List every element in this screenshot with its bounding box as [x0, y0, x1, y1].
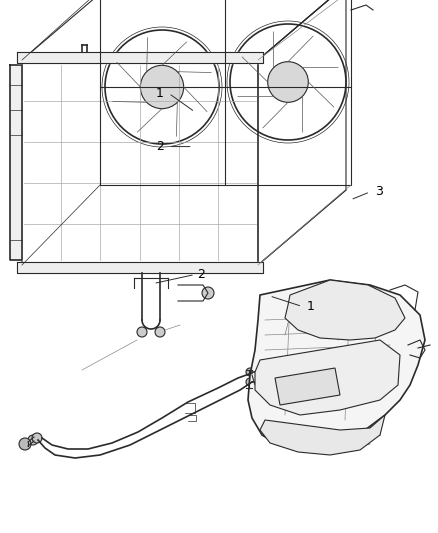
Text: 3: 3: [375, 185, 383, 198]
Circle shape: [28, 435, 38, 445]
Circle shape: [19, 438, 31, 450]
Polygon shape: [248, 280, 425, 450]
Polygon shape: [275, 368, 340, 405]
Circle shape: [335, 403, 345, 413]
Circle shape: [155, 327, 165, 337]
Circle shape: [246, 378, 254, 386]
Text: 2: 2: [156, 140, 164, 153]
Circle shape: [263, 365, 273, 375]
Circle shape: [137, 327, 147, 337]
Text: 1: 1: [156, 87, 164, 100]
Circle shape: [390, 315, 400, 325]
Polygon shape: [17, 262, 263, 273]
Polygon shape: [260, 415, 385, 455]
Polygon shape: [10, 65, 22, 260]
Circle shape: [385, 360, 395, 370]
Circle shape: [370, 390, 380, 400]
Polygon shape: [255, 340, 400, 415]
Circle shape: [202, 287, 214, 299]
Circle shape: [32, 433, 42, 443]
Circle shape: [295, 300, 305, 310]
Polygon shape: [285, 280, 405, 340]
Circle shape: [355, 290, 365, 300]
Circle shape: [246, 368, 254, 376]
Circle shape: [268, 62, 308, 102]
Circle shape: [280, 395, 290, 405]
Circle shape: [140, 66, 184, 109]
Text: 2: 2: [198, 268, 205, 281]
Polygon shape: [17, 52, 263, 63]
Text: 1: 1: [307, 300, 315, 313]
